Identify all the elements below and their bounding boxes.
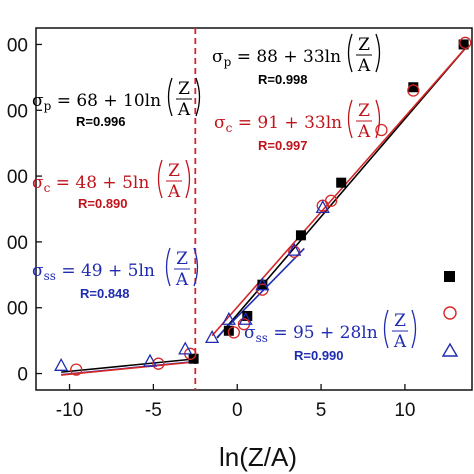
x-axis-label: ln(Z/A): [219, 442, 297, 472]
paren-left: [157, 159, 163, 199]
point-triangle: [287, 242, 302, 256]
paren-left: [167, 77, 173, 117]
y-tick-label: 00: [7, 299, 28, 320]
paren-right: [375, 99, 381, 139]
paren-right: [195, 77, 201, 117]
paren-right: [185, 159, 191, 199]
paren-right: [411, 309, 417, 349]
frac-num: Z: [358, 101, 370, 121]
r-value: R=0.990: [294, 348, 344, 363]
fit-line: [61, 358, 196, 373]
point-triangle: [142, 353, 158, 367]
point-triangle: [221, 311, 236, 325]
x-tick-label: -5: [145, 400, 162, 421]
point-square: [458, 39, 469, 50]
legend-marker-square: [444, 271, 455, 282]
x-tick-label: -10: [56, 400, 83, 421]
frac-den: A: [175, 270, 189, 290]
y-tick-label: 0: [17, 365, 28, 386]
point-triangle: [255, 277, 270, 291]
point-square: [295, 230, 306, 241]
y-tick-label: 00: [7, 167, 28, 188]
r-value: R=0.998: [258, 72, 308, 87]
point-circle: [459, 36, 472, 49]
frac-den: A: [177, 100, 191, 120]
y-tick-label: 00: [7, 233, 28, 254]
legend-marker-circle: [443, 306, 457, 320]
point-circle: [375, 123, 388, 137]
annotation-sigma-p-left: σp = 68 + 10ln Z A R=0.996: [32, 77, 201, 129]
point-triangle: [238, 311, 253, 325]
equation-text: σp = 88 + 33ln: [212, 47, 341, 69]
paren-left: [165, 247, 171, 287]
equation-text: σc = 48 + 5ln: [32, 173, 149, 195]
r-value: R=0.848: [80, 286, 130, 301]
r-value: R=0.997: [258, 138, 308, 153]
fit-line: [61, 361, 196, 376]
paren-left: [383, 309, 389, 349]
point-triangle: [54, 357, 69, 371]
point-circle: [407, 84, 420, 97]
equation-text: σss = 95 + 28ln: [244, 323, 378, 345]
frac-den: A: [357, 122, 371, 142]
y-tick-label: 00: [7, 35, 28, 56]
paren-left: [347, 33, 353, 73]
paren-right: [375, 33, 381, 73]
frac-num: Z: [168, 161, 180, 181]
legend-marker-triangle: [441, 342, 459, 357]
point-triangle: [204, 329, 220, 343]
point-circle: [227, 326, 241, 339]
point-circle: [70, 363, 83, 376]
point-circle: [288, 245, 301, 258]
plot-frame: [35, 27, 473, 391]
point-square: [336, 177, 347, 188]
y-tick-label: 00: [7, 101, 28, 122]
frac-num: Z: [176, 249, 188, 269]
point-triangle: [178, 341, 193, 355]
x-tick-label: 0: [232, 400, 243, 421]
paren-left: [347, 99, 353, 139]
annotation-sigma-c-right: σc = 91 + 33ln Z A R=0.997: [214, 99, 381, 153]
point-circle: [324, 194, 338, 207]
point-circle: [152, 357, 165, 370]
point-square: [408, 82, 419, 93]
frac-den: A: [357, 56, 371, 76]
equation-text: σc = 91 + 33ln: [214, 113, 342, 135]
r-value: R=0.996: [76, 114, 126, 129]
annotation-sigma-ss-left: σss = 49 + 5ln Z A R=0.848: [32, 247, 199, 301]
frac-num: Z: [394, 311, 406, 331]
frac-den: A: [167, 182, 181, 202]
annotation-sigma-p-right: σp = 88 + 33ln Z A R=0.998: [212, 33, 381, 87]
equation-text: σp = 68 + 10ln: [32, 91, 161, 113]
frac-num: Z: [358, 35, 370, 55]
annotation-sigma-ss-right: σss = 95 + 28ln Z A R=0.990: [244, 309, 417, 363]
fit-line: [211, 43, 470, 337]
legend: [441, 271, 459, 357]
annotation-sigma-c-left: σc = 48 + 5ln Z A R=0.890: [32, 159, 191, 211]
paren-right: [193, 247, 199, 287]
x-tick-label: 10: [394, 400, 415, 421]
x-tick-label: 5: [316, 400, 327, 421]
r-value: R=0.890: [78, 196, 128, 211]
fit-line: [216, 247, 305, 338]
point-triangle: [315, 199, 330, 214]
frac-num: Z: [178, 79, 190, 99]
equation-text: σss = 49 + 5ln: [32, 261, 155, 283]
frac-den: A: [393, 332, 407, 352]
